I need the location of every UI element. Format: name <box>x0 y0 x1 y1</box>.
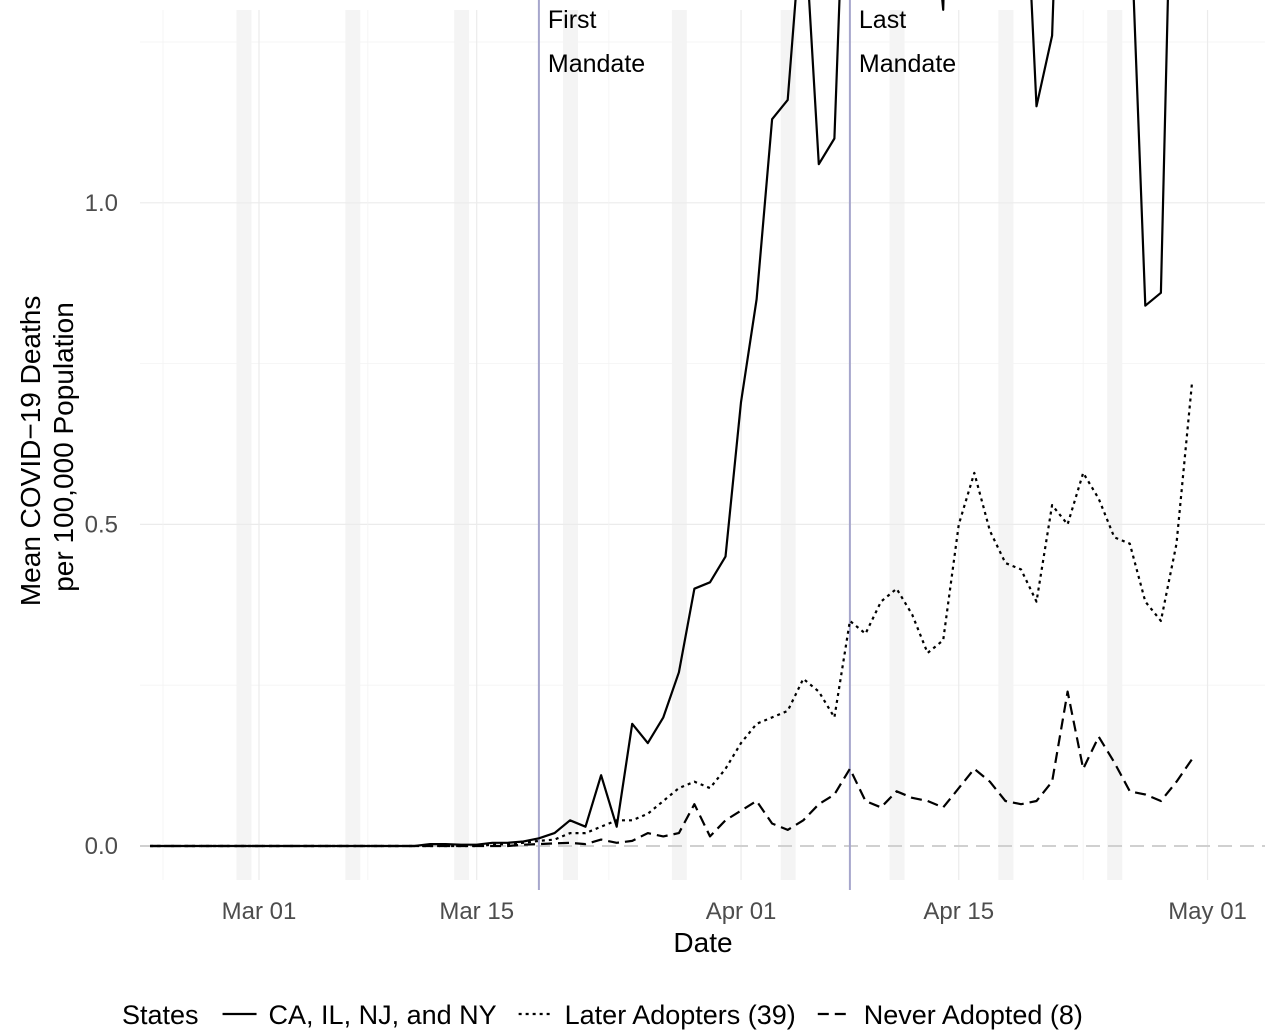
series-line-1 <box>150 382 1194 848</box>
legend-label-0: CA, IL, NJ, and NY <box>269 1000 497 1030</box>
legend-label-2: Never Adopted (8) <box>864 1000 1083 1030</box>
mandate-annotation-1-line-1: Mandate <box>859 50 956 78</box>
weekend-band-5 <box>780 10 796 880</box>
legend-label-1: Later Adopters (39) <box>565 1000 796 1030</box>
weekend-band-0 <box>236 10 252 880</box>
y-tick-label-2: 1.0 <box>85 190 118 217</box>
y-tick-labels: 0.00.51.01.52.02.5 <box>85 190 118 860</box>
weekend-band-2 <box>454 10 470 880</box>
x-tick-label-3: Apr 15 <box>923 898 994 925</box>
mandate-lines <box>537 0 851 890</box>
x-tick-label-1: Mar 15 <box>439 898 514 925</box>
grid-lines <box>140 10 1265 880</box>
mandate-annotation-0-line-1: Mandate <box>548 50 645 78</box>
y-axis-title: Mean COVID−19 Deaths per 100,000 Populat… <box>15 288 79 606</box>
y-tick-label-0: 0.0 <box>85 833 118 860</box>
mandate-annotation-1-line-0: Last <box>859 6 906 34</box>
x-tick-label-2: Apr 01 <box>706 898 777 925</box>
legend: States CA, IL, NJ, and NY Later Adopters … <box>122 1000 1083 1030</box>
series-lines <box>150 0 1194 848</box>
y-tick-label-1: 0.5 <box>85 511 118 538</box>
weekend-band-8 <box>1107 10 1123 880</box>
x-axis-title: Date <box>673 927 732 958</box>
series-line-2 <box>150 690 1193 848</box>
weekend-shading <box>236 10 1123 880</box>
y-axis-title-line-2: per 100,000 Population <box>48 302 79 592</box>
series-line-0 <box>150 0 1169 848</box>
weekend-band-4 <box>671 10 687 880</box>
legend-title: States <box>122 1000 199 1030</box>
x-tick-label-0: Mar 01 <box>222 898 297 925</box>
x-tick-label-4: May 01 <box>1168 898 1247 925</box>
weekend-band-7 <box>998 10 1014 880</box>
weekend-band-1 <box>345 10 361 880</box>
mandate-annotation-0-line-0: First <box>548 6 597 34</box>
y-axis-title-line-1: Mean COVID−19 Deaths <box>15 296 46 607</box>
weekend-band-6 <box>889 10 905 880</box>
weekend-band-3 <box>563 10 578 880</box>
mandate-annotations: First Mandate Last Mandate <box>548 6 956 78</box>
x-tick-labels: Mar 01 Mar 15 Apr 01 Apr 15 May 01 <box>222 898 1247 925</box>
